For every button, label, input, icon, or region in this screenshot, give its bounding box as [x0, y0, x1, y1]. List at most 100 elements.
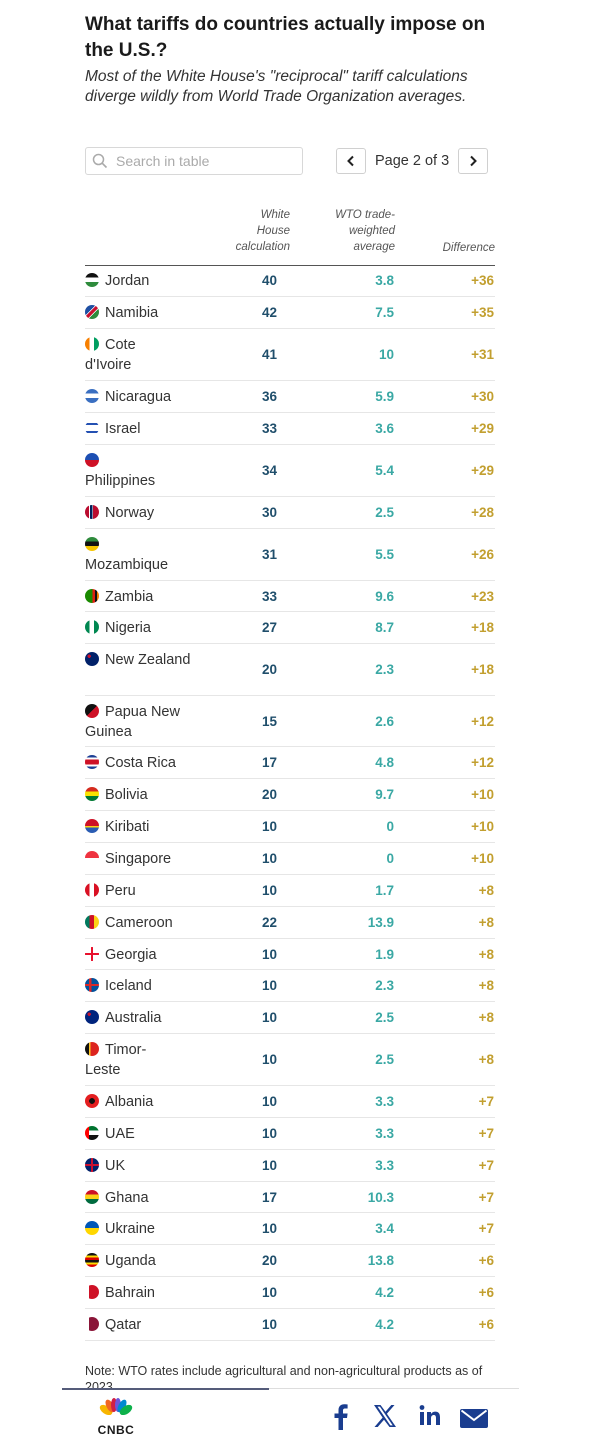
difference-value: +18 — [471, 620, 494, 635]
difference-value: +7 — [478, 1190, 494, 1205]
country-cell: Israel — [85, 419, 215, 439]
country-cell: Zambia — [85, 587, 215, 607]
footer-bar: CNBC — [0, 1390, 600, 1447]
flag-icon — [85, 1126, 99, 1140]
country-name: Cote d'Ivoire — [85, 337, 136, 373]
flag-icon — [85, 851, 99, 865]
country-cell: Norway — [85, 503, 215, 523]
email-share-button[interactable] — [460, 1409, 488, 1433]
flag-icon — [85, 652, 99, 666]
country-cell: Costa Rica — [85, 753, 215, 773]
logo-text: CNBC — [97, 1423, 135, 1437]
peacock-icon — [98, 1398, 134, 1418]
table-row: UK 10 3.3 +7 — [85, 1150, 495, 1182]
white-house-value: 17 — [261, 1190, 277, 1205]
country-cell: Georgia — [85, 945, 215, 965]
prev-page-button[interactable] — [336, 148, 366, 174]
white-house-value: 10 — [261, 947, 277, 962]
difference-value: +8 — [478, 1010, 494, 1025]
country-name: Bahrain — [105, 1285, 155, 1301]
country-name: Georgia — [105, 947, 157, 963]
white-house-value: 36 — [261, 389, 277, 404]
search-input[interactable] — [114, 152, 298, 170]
white-house-value: 20 — [261, 1253, 277, 1268]
chart-title: What tariffs do countries actually impos… — [85, 14, 486, 61]
table-row: Philippines 34 5.4 +29 — [85, 445, 495, 497]
country-name: New Zealand — [105, 652, 191, 668]
table-row: Zambia 33 9.6 +23 — [85, 581, 495, 612]
white-house-value: 10 — [261, 851, 277, 866]
flag-icon — [85, 273, 99, 287]
country-cell: Nigeria — [85, 618, 215, 638]
country-name: Peru — [105, 883, 136, 899]
cnbc-logo[interactable]: CNBC — [92, 1398, 140, 1437]
white-house-value: 10 — [261, 1052, 277, 1067]
difference-value: +6 — [478, 1285, 494, 1300]
wto-value: 2.6 — [375, 714, 394, 729]
difference-value: +8 — [478, 1052, 494, 1067]
flag-icon — [85, 1317, 99, 1331]
country-name: Uganda — [105, 1253, 156, 1269]
difference-value: +7 — [478, 1126, 494, 1141]
flag-icon — [85, 1158, 99, 1172]
difference-value: +6 — [478, 1253, 494, 1268]
country-cell: UK — [85, 1156, 215, 1176]
country-name: Namibia — [105, 305, 159, 321]
white-house-value: 10 — [261, 883, 277, 898]
white-house-value: 15 — [261, 714, 277, 729]
linkedin-share-button[interactable] — [419, 1404, 441, 1433]
page-indicator: Page 2 of 3 — [375, 153, 450, 169]
table-row: Bolivia 20 9.7 +10 — [85, 779, 495, 811]
flag-icon — [85, 537, 99, 551]
country-name: Qatar — [105, 1317, 142, 1333]
difference-value: +8 — [478, 947, 494, 962]
next-page-button[interactable] — [458, 148, 489, 174]
wto-value: 3.3 — [375, 1126, 394, 1141]
table-row: Costa Rica 17 4.8 +12 — [85, 747, 495, 779]
country-cell: Ukraine — [85, 1219, 215, 1239]
country-cell: New Zealand — [85, 650, 195, 670]
difference-value: +12 — [471, 755, 494, 770]
wto-value: 7.5 — [375, 305, 394, 320]
difference-value: +26 — [471, 547, 494, 562]
flag-icon — [85, 704, 99, 718]
white-house-value: 30 — [261, 505, 277, 520]
country-cell: UAE — [85, 1124, 215, 1144]
facebook-share-button[interactable] — [333, 1404, 349, 1435]
column-header-white-house[interactable]: White House calculation — [235, 209, 290, 253]
table-row: Papua New Guinea 15 2.6 +12 — [85, 696, 495, 747]
table-row: Singapore 10 0 +10 — [85, 843, 495, 875]
table-row: Ukraine 10 3.4 +7 — [85, 1213, 495, 1245]
chevron-right-icon — [470, 155, 478, 167]
flag-icon — [85, 505, 99, 519]
flag-icon — [85, 1094, 99, 1108]
difference-value: +10 — [471, 819, 494, 834]
difference-value: +7 — [478, 1094, 494, 1109]
column-header-difference[interactable]: Difference — [442, 242, 495, 254]
country-cell: Nicaragua — [85, 387, 215, 407]
wto-value: 4.2 — [375, 1285, 394, 1300]
x-share-button[interactable] — [373, 1404, 397, 1433]
flag-icon — [85, 421, 99, 435]
table-row: Cameroon 22 13.9 +8 — [85, 907, 495, 939]
country-name: Ukraine — [105, 1221, 155, 1237]
white-house-value: 40 — [261, 273, 277, 288]
wto-value: 2.3 — [375, 978, 394, 993]
search-icon — [92, 153, 108, 169]
flag-icon — [85, 915, 99, 929]
column-header-wto[interactable]: WTO trade-weighted average — [335, 209, 395, 253]
footer-progress-line — [62, 1388, 269, 1390]
country-cell: Philippines — [85, 451, 175, 491]
white-house-value: 10 — [261, 1221, 277, 1236]
country-name: Papua New Guinea — [85, 704, 180, 740]
country-cell: Singapore — [85, 849, 215, 869]
country-name: Iceland — [105, 978, 152, 994]
search-box[interactable] — [85, 147, 303, 175]
difference-value: +7 — [478, 1221, 494, 1236]
white-house-value: 34 — [261, 463, 277, 478]
wto-value: 3.8 — [375, 273, 394, 288]
table-row: Georgia 10 1.9 +8 — [85, 939, 495, 970]
country-cell: Bahrain — [85, 1283, 215, 1303]
country-name: Timor-Leste — [85, 1042, 147, 1078]
flag-icon — [85, 337, 99, 351]
